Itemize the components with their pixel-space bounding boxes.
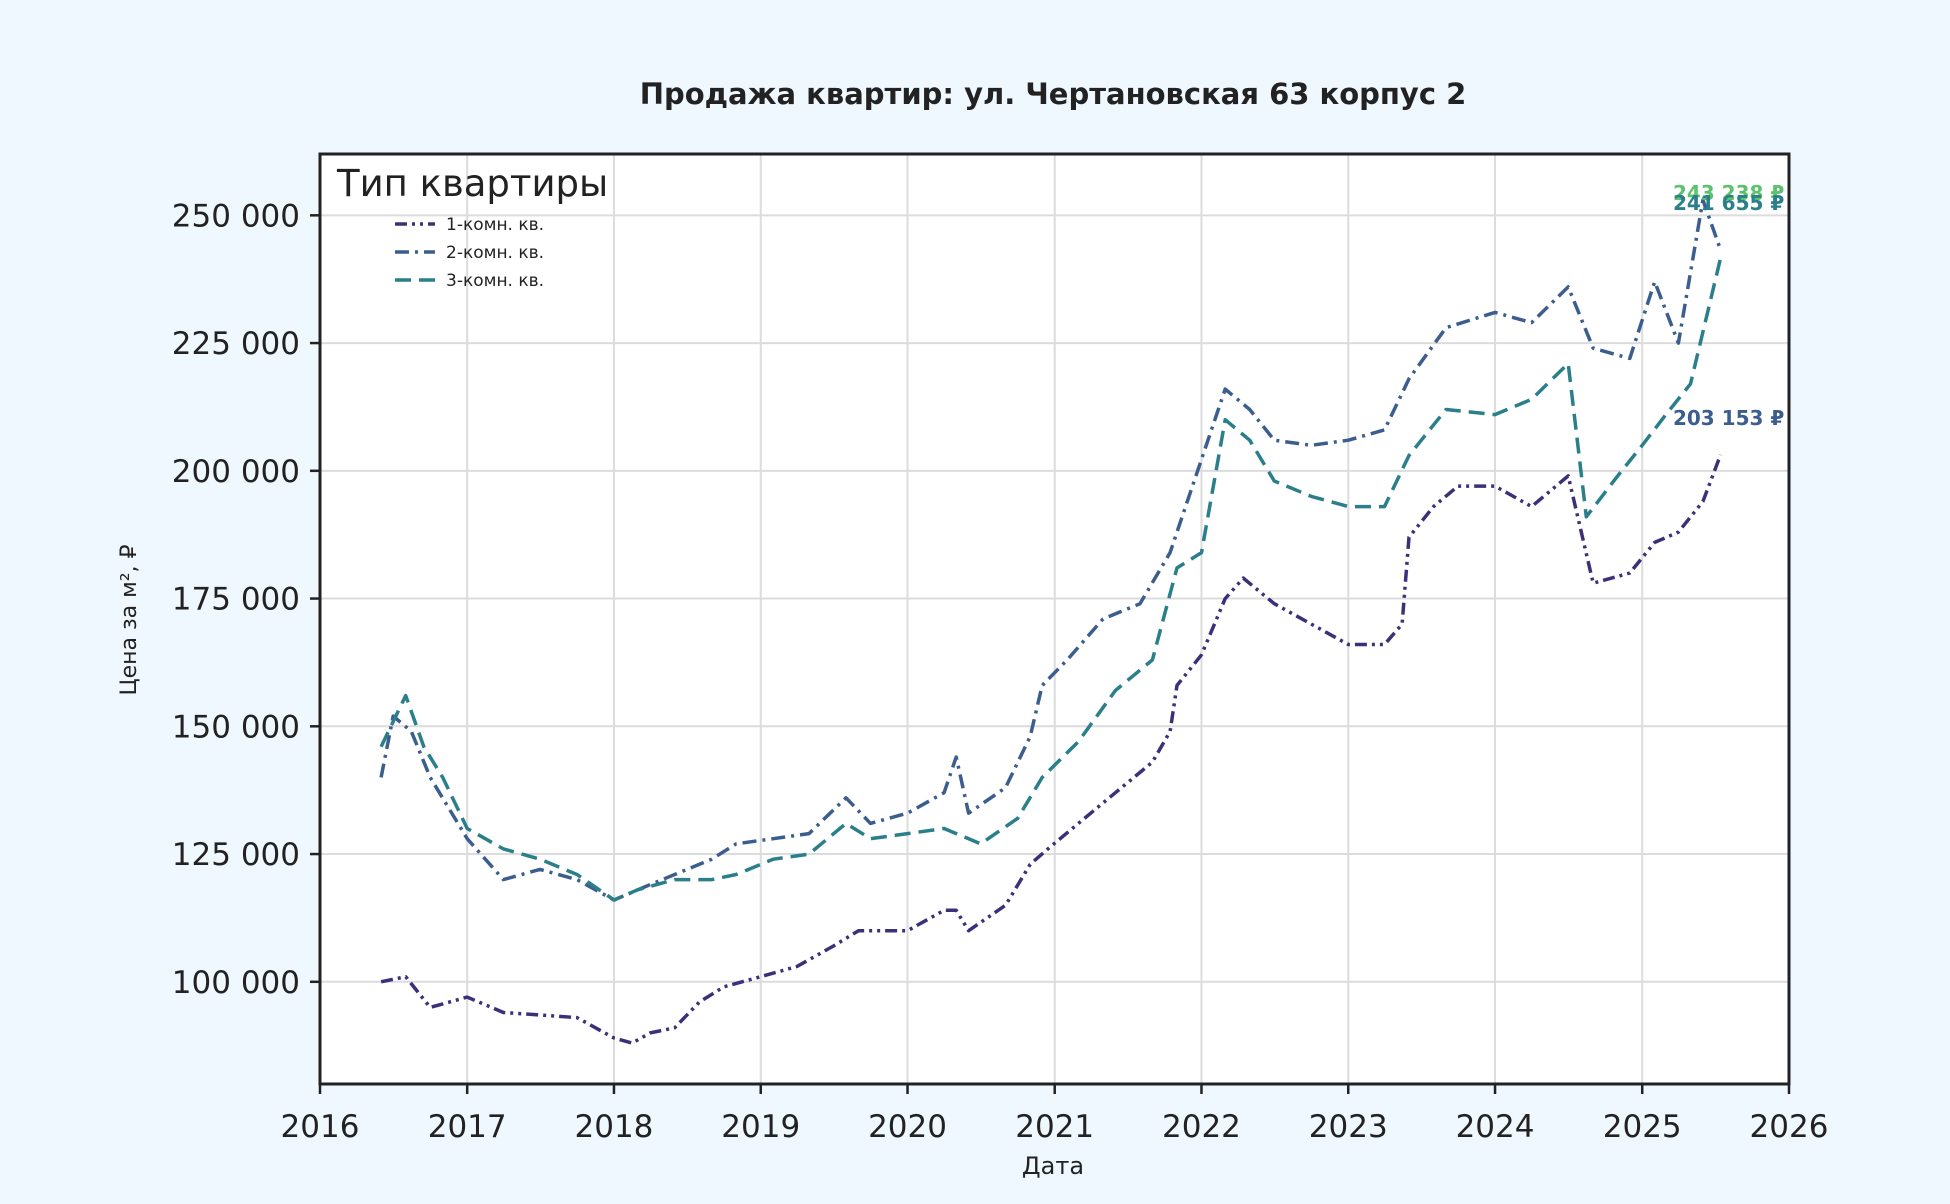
x-tick-label: 2024 bbox=[1456, 1109, 1535, 1145]
legend-items: 1-комн. кв. 2-комн. кв. 3-комн. кв. bbox=[395, 215, 544, 291]
x-tick-label: 2017 bbox=[428, 1109, 507, 1145]
series-line bbox=[379, 198, 1723, 902]
y-tick-label: 175 000 bbox=[172, 582, 300, 618]
x-tick-label: 2020 bbox=[868, 1109, 947, 1145]
series-lines bbox=[379, 198, 1723, 1045]
y-tick-label: 150 000 bbox=[172, 709, 300, 745]
x-axis-label: Дата bbox=[1022, 1152, 1084, 1180]
legend: Тип квартиры 1-комн. кв. 2-комн. кв. 3-ком… bbox=[336, 162, 608, 291]
value-annotation: 243 238 ₽ bbox=[1673, 181, 1784, 205]
x-axis-ticks: 2016 2017 2018 2019 2020 2021 2022 2023 2024 2025… bbox=[281, 1084, 1829, 1145]
y-tick-label: 200 000 bbox=[172, 454, 300, 490]
y-axis-ticks: 100 000 125 000 150 000 175 000 200 000 225 0… bbox=[172, 198, 320, 1001]
y-tick-label: 100 000 bbox=[172, 965, 300, 1001]
grid bbox=[319, 154, 1790, 1084]
legend-title: Тип квартиры bbox=[336, 162, 608, 205]
y-axis-label: Цена за м², ₽ bbox=[117, 544, 142, 695]
x-tick-label: 2026 bbox=[1750, 1109, 1829, 1145]
series-line bbox=[379, 257, 1723, 902]
chart-title: Продажа квартир: ул. Чертановская 63 кор… bbox=[640, 77, 1467, 111]
x-tick-label: 2019 bbox=[721, 1109, 800, 1145]
y-tick-label: 225 000 bbox=[172, 326, 300, 362]
legend-label: 2-комн. кв. bbox=[446, 243, 544, 263]
x-tick-label: 2018 bbox=[575, 1109, 654, 1145]
annotations: 243 238 ₽241 655 ₽ 203 153 ₽ bbox=[1673, 181, 1784, 430]
y-tick-label: 125 000 bbox=[172, 837, 300, 873]
value-annotation: 241 655 ₽ bbox=[1673, 191, 1784, 215]
y-tick-label: 250 000 bbox=[172, 198, 300, 234]
legend-label: 1-комн. кв. bbox=[446, 215, 544, 235]
x-tick-label: 2023 bbox=[1309, 1109, 1388, 1145]
series-line bbox=[380, 454, 1723, 1045]
x-tick-label: 2016 bbox=[281, 1109, 360, 1145]
legend-label: 3-комн. кв. bbox=[446, 271, 544, 291]
x-tick-label: 2022 bbox=[1162, 1109, 1241, 1145]
value-annotation: 203 153 ₽ bbox=[1673, 406, 1784, 430]
x-tick-label: 2025 bbox=[1603, 1109, 1682, 1145]
x-tick-label: 2021 bbox=[1015, 1109, 1094, 1145]
